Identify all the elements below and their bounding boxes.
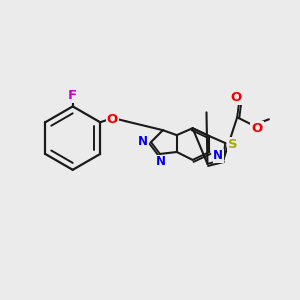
Text: S: S [228,138,238,151]
Text: N: N [156,155,166,168]
Text: N: N [213,149,224,162]
Text: O: O [106,113,118,126]
Text: O: O [251,122,262,135]
Text: F: F [68,89,77,102]
Text: O: O [231,91,242,104]
Text: N: N [138,135,148,148]
